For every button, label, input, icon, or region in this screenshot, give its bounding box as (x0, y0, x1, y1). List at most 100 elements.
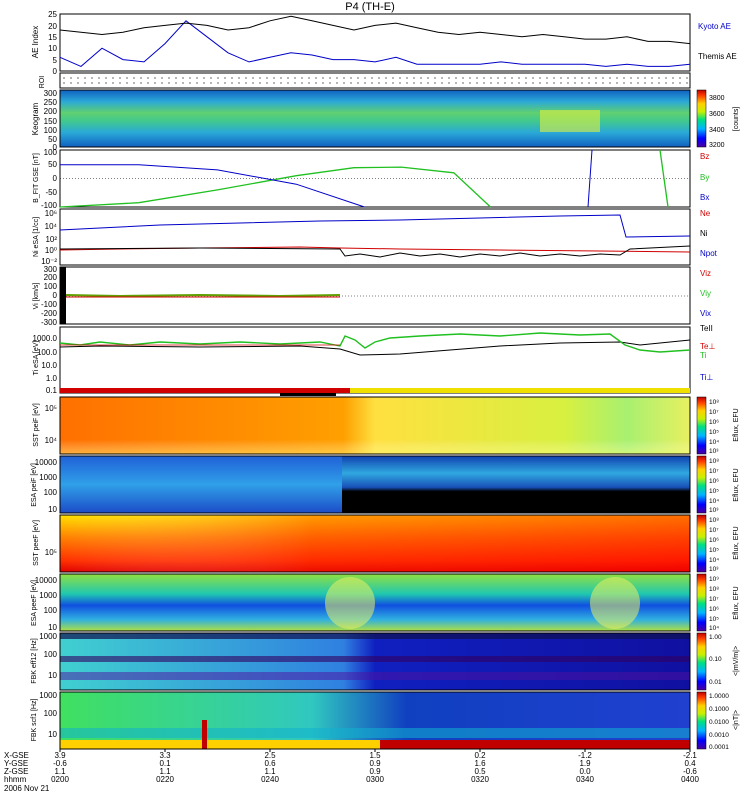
esa-e-cbar-label: Eflux, EFU (733, 586, 740, 619)
roi-dot (476, 82, 478, 84)
keogram-cbar-tick: 3800 (709, 95, 725, 102)
esa-e-cbar-tick: 10⁷ (709, 596, 719, 603)
roi-dot (371, 82, 373, 84)
esa-i-colorbar (696, 455, 707, 514)
roi-dot (686, 82, 688, 84)
roi-dot (623, 77, 625, 79)
roi-dot (140, 82, 142, 84)
roi-dot (140, 77, 142, 79)
vi-legend-vix: Vix (700, 309, 711, 318)
sst-e-cbar-label: Eflux, EFU (733, 526, 740, 559)
bfit-series-by-late (659, 149, 669, 208)
roi-dot (504, 77, 506, 79)
sst-i-colorbar (696, 396, 707, 455)
esa-i-image-right (342, 456, 690, 513)
vi-legend-teii: TeII (700, 324, 713, 333)
roi-dot (602, 82, 604, 84)
figure-title: P4 (TH-E) (345, 1, 395, 13)
roi-dot (469, 77, 471, 79)
fbk-b-band-bottom (60, 740, 690, 749)
sst-e-frame (59, 514, 691, 573)
ae-legend-kyoto: Kyoto AE (698, 22, 731, 31)
roi-dot (224, 77, 226, 79)
esa-e-ylabel: ESA peeF [eV] (31, 580, 38, 626)
roi-dot (644, 82, 646, 84)
roi-dot (504, 82, 506, 84)
fbk-b-image (60, 692, 690, 749)
xaxis-value: 2.5 (264, 751, 276, 760)
roi-dot (679, 77, 681, 79)
esa-e-dip-right (590, 577, 640, 629)
ni-yticks: 10⁶ 10⁴ 10² 10⁰ 10⁻² (41, 209, 57, 266)
xaxis-value: -2.1 (683, 751, 697, 760)
ae-legend-themis: Themis AE (698, 52, 737, 61)
roi-dot (602, 77, 604, 79)
fbk-b-ytick: 10 (48, 730, 57, 739)
roi-dot (217, 77, 219, 79)
roi-dot (518, 82, 520, 84)
ni-legend-npot: Npot (700, 249, 718, 258)
roi-dot (63, 77, 65, 79)
roi-dot (581, 77, 583, 79)
xaxis-value: 1.1 (159, 767, 171, 776)
roi-dot (560, 82, 562, 84)
keogram-bright-patch (540, 110, 600, 132)
fbk-e-ytick: 10 (48, 671, 57, 680)
keogram-ytick: 250 (44, 98, 58, 107)
roi-dot (469, 82, 471, 84)
roi-dot (637, 77, 639, 79)
xaxis-row-label: Y-GSE (4, 759, 28, 768)
keogram-ytick: 50 (48, 135, 57, 144)
esa-i-cbar-tick: 10⁸ (709, 458, 719, 465)
roi-dot (203, 82, 205, 84)
sst-i-cbar-tick: 10⁷ (709, 409, 719, 416)
sst-i-cbar-tick: 10⁸ (709, 399, 719, 406)
roi-dot (364, 77, 366, 79)
roi-dot (406, 77, 408, 79)
roi-dot (532, 82, 534, 84)
roi-dot (378, 82, 380, 84)
roi-dot (231, 82, 233, 84)
roi-dot (371, 77, 373, 79)
roi-dot (399, 82, 401, 84)
bfit-series-bx (60, 164, 365, 208)
roi-dot (658, 82, 660, 84)
esa-e-frame (59, 573, 691, 632)
roi-dot (273, 82, 275, 84)
fbk-b-bottom-red (380, 740, 690, 749)
roi-dot (259, 77, 261, 79)
roi-dot (252, 77, 254, 79)
sst-e-cbar-ticks: 10⁸ 10⁷ 10⁶ 10⁵ 10⁴ 10³ (709, 517, 719, 573)
ni-series-ni (59, 214, 691, 238)
roi-dot (546, 82, 548, 84)
panel-keogram: Keogram 300 250 200 150 100 50 0 3800 36… (31, 89, 740, 152)
esa-e-cbar-tick: 10⁵ (709, 616, 719, 623)
roi-dot (539, 82, 541, 84)
roi-dot (84, 77, 86, 79)
xaxis-value: 0300 (366, 775, 384, 784)
fbk-e-cbar-tick: 1.00 (709, 634, 722, 641)
fbk-b-ytick: 100 (44, 709, 58, 718)
sst-i-ytick: 10⁵ (45, 404, 57, 413)
roi-dot (91, 82, 93, 84)
bfit-legend-bz: Bz (700, 152, 709, 161)
roi-dot (497, 77, 499, 79)
fbk-b-colorbar (696, 691, 707, 750)
xaxis-value: 0200 (51, 775, 69, 784)
sst-e-cbar-tick: 10⁴ (709, 557, 719, 564)
roi-dot (420, 82, 422, 84)
roi-dot (623, 82, 625, 84)
roi-dot (413, 77, 415, 79)
roi-dot (483, 77, 485, 79)
esa-e-cbar-tick: 10⁴ (709, 625, 719, 632)
xaxis-values: 3.9-0.61.102003.30.11.102202.50.61.10240… (51, 749, 699, 784)
roi-dot (595, 77, 597, 79)
esa-i-cbar-label: Eflux, EFU (733, 468, 740, 501)
roi-dot (301, 77, 303, 79)
roi-dot (441, 82, 443, 84)
roi-dot (497, 82, 499, 84)
roi-dot (259, 82, 261, 84)
xaxis-row-labels: X-GSE Y-GSE Z-GSE hhmm 2006 Nov 21 (4, 751, 50, 793)
roi-dot (406, 82, 408, 84)
roi-dot (196, 77, 198, 79)
